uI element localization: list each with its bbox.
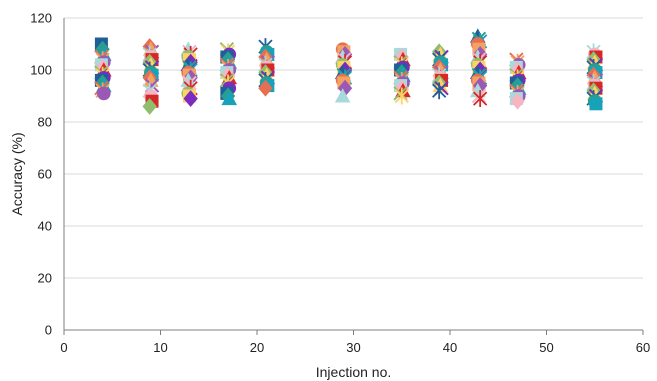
data-point-marker [142, 97, 157, 115]
data-point-marker [258, 79, 273, 97]
data-point-marker [394, 87, 409, 105]
x-tick-label: 20 [250, 340, 264, 355]
data-point-marker [221, 90, 238, 106]
tick-labels: 0 20 40 60 80 100 120 0 10 20 30 40 50 60 [30, 11, 650, 356]
y-tick-label: 0 [45, 323, 52, 338]
x-tick-label: 10 [153, 340, 167, 355]
y-tick-label: 80 [38, 115, 52, 130]
y-tick-label: 100 [30, 63, 52, 78]
y-tick-label: 40 [38, 219, 52, 234]
y-tick-label: 20 [38, 271, 52, 286]
y-tick-label: 60 [38, 167, 52, 182]
data-point-marker [183, 90, 198, 108]
data-point-marker [334, 88, 351, 103]
data-point-marker [180, 72, 197, 87]
data-point-marker [471, 88, 487, 104]
data-point-marker [473, 90, 488, 108]
x-tick-label: 30 [346, 340, 360, 355]
x-tick-label: 60 [636, 340, 650, 355]
x-tick-label: 0 [60, 340, 67, 355]
data-point-marker [96, 86, 111, 101]
x-tick-label: 50 [539, 340, 553, 355]
data-point-marker [510, 92, 525, 110]
y-axis-title: Accuracy (%) [9, 132, 25, 215]
data-point-marker [393, 86, 408, 101]
data-point-marker [182, 75, 197, 91]
x-axis-title: Injection no. [316, 364, 392, 380]
axes [63, 18, 644, 335]
x-tick-label: 40 [443, 340, 457, 355]
data-point-marker [589, 97, 603, 111]
gridlines [64, 17, 643, 279]
y-tick-label: 120 [30, 11, 52, 26]
data-point-marker [432, 82, 447, 100]
data-points [94, 28, 604, 115]
